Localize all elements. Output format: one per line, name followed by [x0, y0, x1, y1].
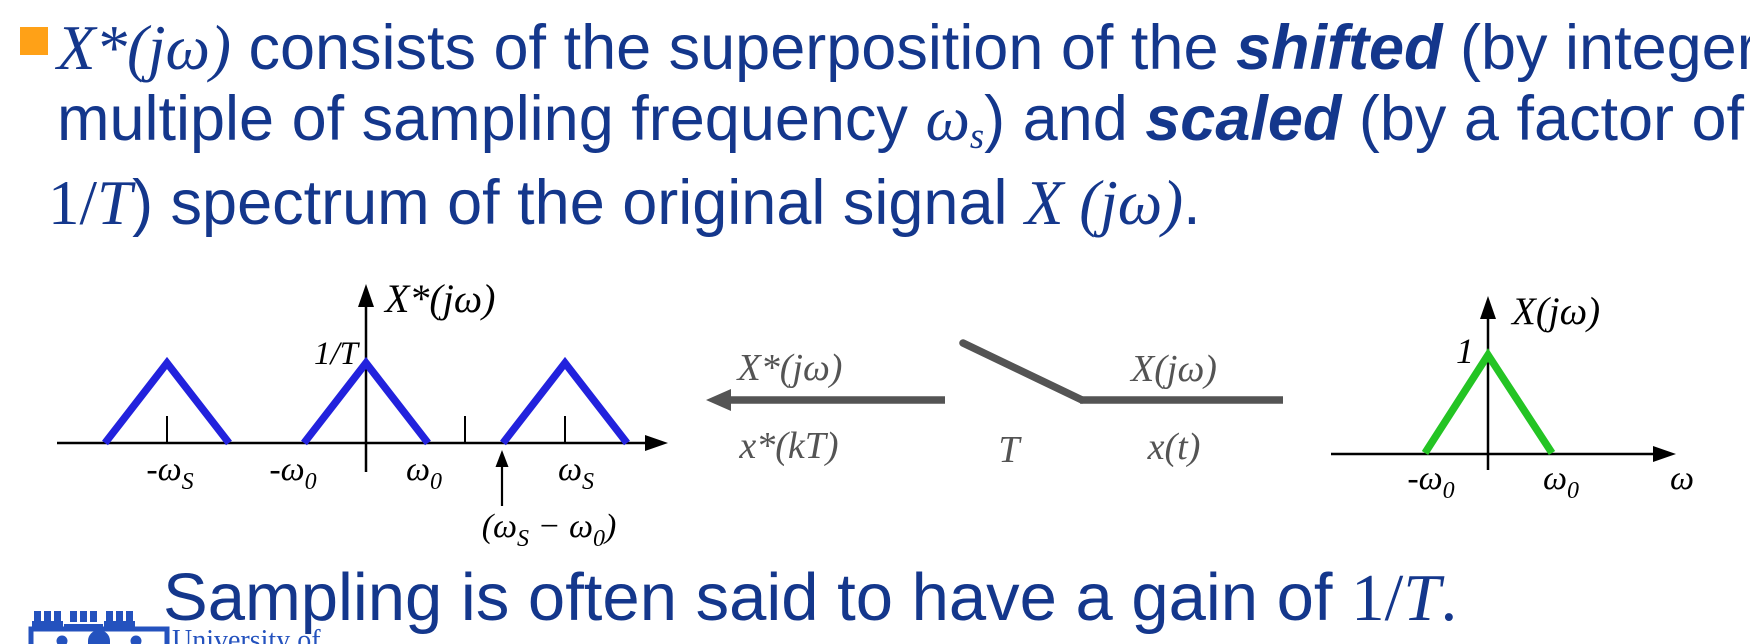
- sampler-block: X*(jω) x*(kT) T X(jω) x(t): [706, 339, 1283, 471]
- replica-lobe-ws: [500, 356, 630, 446]
- body-text: (by integer: [1442, 13, 1750, 83]
- emphasis-scaled: scaled: [1145, 84, 1342, 154]
- tick-label-neg-ws: -ωS: [146, 451, 193, 495]
- body-text: .: [1183, 168, 1201, 238]
- math-jw: (jω): [1063, 168, 1184, 238]
- alias-frequency-label: (ωS − ω0): [482, 508, 617, 552]
- body-text: ) and: [984, 84, 1146, 154]
- body-text: ) spectrum of the original signal: [132, 168, 1025, 238]
- logo-partial-text: University of: [172, 625, 321, 644]
- tick-label-ws: ωS: [558, 451, 594, 495]
- bullet-marker: [20, 27, 48, 55]
- math-omega-sub: s: [969, 115, 985, 157]
- math-X: X: [1024, 168, 1064, 238]
- bullet-text-line-1: X*(jω) consists of the superposition of …: [57, 15, 1750, 81]
- axis-variable-label: ω: [1670, 460, 1694, 497]
- castle-icon: [28, 611, 170, 644]
- body-text: Sampling is often said to have a gain of: [163, 560, 1352, 635]
- alias-pointer-arrowhead: [495, 450, 509, 467]
- gain-peak-label: 1/T: [314, 336, 361, 372]
- bullet-text-line-3: 1/T) spectrum of the original signal X (…: [48, 170, 1201, 236]
- university-logo: University of: [28, 611, 321, 644]
- baseband-lobe: [301, 356, 431, 446]
- math-one-over: 1/: [48, 168, 98, 238]
- math-x-star-jw: X*(jω): [57, 13, 231, 83]
- sampling-period-label: T: [998, 429, 1022, 471]
- output-time-label: x*(kT): [738, 425, 838, 467]
- unit-peak-label: 1: [1456, 331, 1474, 371]
- original-spectrum-plot: X(jω) 1 -ω0 ω0 ω: [1331, 290, 1694, 504]
- body-text: .: [1440, 561, 1458, 635]
- input-time-label: x(t): [1147, 426, 1201, 468]
- math-T: T: [97, 168, 133, 238]
- amplitude-axis-arrowhead: [358, 284, 374, 307]
- math-T: T: [1403, 561, 1441, 635]
- switch-arm: [959, 339, 1086, 404]
- tick-label-w0: ω0: [1543, 460, 1579, 504]
- left-plot-axis-label: X*(jω): [383, 276, 495, 321]
- right-plot-axis-label: X(jω): [1510, 290, 1600, 333]
- sampled-spectrum-plot: X*(jω) 1/T -ωS -ω0 ω0 ωS (ωS − ω0): [57, 276, 668, 552]
- tick-label-w0: ω0: [406, 451, 442, 495]
- output-freq-label: X*(jω): [736, 347, 843, 389]
- bullet-text-line-2: multiple of sampling frequency ωs) and s…: [57, 86, 1744, 155]
- body-text: (by a factor of: [1341, 84, 1745, 154]
- body-text: multiple of sampling frequency: [57, 84, 926, 154]
- math-omega: ω: [925, 84, 970, 154]
- original-spectrum-lobe: [1421, 348, 1556, 456]
- closing-statement: Sampling is often said to have a gain of…: [163, 560, 1458, 635]
- body-text: consists of the superposition of the: [230, 13, 1237, 83]
- tick-label-neg-w0: -ω0: [269, 451, 316, 495]
- math-one-over: 1/: [1351, 561, 1404, 635]
- emphasis-shifted: shifted: [1236, 13, 1443, 83]
- replica-lobe-neg-ws: [102, 356, 232, 446]
- input-freq-label: X(jω): [1129, 348, 1217, 390]
- frequency-axis-arrowhead: [1653, 446, 1676, 462]
- tick-label-neg-w0: -ω0: [1407, 460, 1454, 504]
- output-arrowhead: [706, 389, 731, 411]
- amplitude-axis-arrowhead: [1480, 296, 1496, 319]
- frequency-axis-arrowhead: [645, 435, 668, 451]
